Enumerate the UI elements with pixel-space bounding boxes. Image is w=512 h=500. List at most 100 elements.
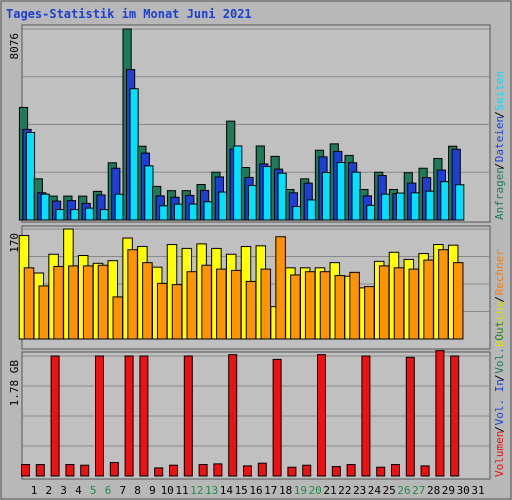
bar-vol-out-29 bbox=[435, 350, 445, 477]
legend-besuche: Besuche bbox=[493, 301, 506, 347]
bar-vol-out-21 bbox=[317, 354, 326, 477]
legend-separator: / bbox=[493, 426, 506, 433]
y-max-label-bottom: 1.78 GB bbox=[8, 360, 21, 407]
bar-seiten-7 bbox=[114, 193, 124, 221]
x-tick-label-11: 11 bbox=[175, 484, 188, 497]
legend-vol-out: Vol. Out bbox=[493, 321, 506, 374]
bar-rechner-28 bbox=[423, 259, 434, 340]
x-tick-label-18: 18 bbox=[279, 484, 292, 497]
bar-vol-out-2 bbox=[35, 464, 45, 477]
bar-seiten-8 bbox=[129, 88, 139, 221]
x-tick-label-15: 15 bbox=[235, 484, 248, 497]
x-tick-label-1: 1 bbox=[31, 484, 38, 497]
bar-vol-out-27 bbox=[405, 356, 415, 477]
bar-seiten-10 bbox=[159, 205, 169, 221]
x-tick-label-17: 17 bbox=[264, 484, 277, 497]
y-max-label-top: 8076 bbox=[8, 33, 21, 60]
x-tick-label-7: 7 bbox=[119, 484, 126, 497]
bar-rechner-16 bbox=[245, 280, 257, 340]
bar-rechner-6 bbox=[97, 264, 109, 340]
legend-rechner: Rechner bbox=[493, 249, 506, 296]
x-tick-label-30: 30 bbox=[457, 484, 470, 497]
bar-vol-out-18 bbox=[272, 358, 282, 477]
x-tick-label-23: 23 bbox=[353, 484, 366, 497]
bar-seiten-15 bbox=[233, 145, 243, 221]
bar-rechner-5 bbox=[82, 265, 94, 340]
bar-seiten-30 bbox=[455, 184, 465, 221]
x-tick-label-20: 20 bbox=[309, 484, 322, 497]
y-max-label-middle: 170 bbox=[8, 233, 21, 253]
bar-rechner-25 bbox=[378, 265, 390, 340]
x-tick-label-27: 27 bbox=[412, 484, 425, 497]
bar-rechner-20 bbox=[304, 271, 316, 340]
x-tick-label-14: 14 bbox=[220, 484, 234, 497]
x-tick-label-4: 4 bbox=[75, 484, 82, 497]
x-tick-label-28: 28 bbox=[427, 484, 440, 497]
bar-vol-out-1 bbox=[21, 464, 30, 477]
bar-seiten-5 bbox=[85, 207, 95, 221]
bar-rechner-1 bbox=[23, 267, 35, 340]
bar-rechner-15 bbox=[230, 269, 242, 340]
bar-seiten-13 bbox=[203, 201, 213, 221]
bar-vol-out-20 bbox=[302, 464, 312, 477]
bar-seiten-22 bbox=[336, 162, 346, 221]
bar-vol-out-26 bbox=[391, 464, 400, 477]
x-tick-label-8: 8 bbox=[134, 484, 141, 497]
x-tick-label-19: 19 bbox=[294, 484, 307, 497]
bar-rechner-30 bbox=[452, 262, 464, 340]
bar-rechner-26 bbox=[393, 267, 405, 340]
bar-seiten-4 bbox=[70, 209, 80, 221]
bar-rechner-2 bbox=[38, 285, 50, 340]
bar-seiten-11 bbox=[173, 203, 184, 221]
bar-vol-out-22 bbox=[331, 466, 341, 477]
bar-seiten-27 bbox=[410, 192, 420, 221]
x-tick-label-9: 9 bbox=[149, 484, 156, 497]
bar-vol-out-15 bbox=[228, 354, 238, 477]
legend-volumen: Volumen bbox=[493, 431, 506, 477]
x-tick-label-25: 25 bbox=[383, 484, 396, 497]
bar-vol-out-8 bbox=[124, 355, 134, 477]
x-tick-label-24: 24 bbox=[368, 484, 382, 497]
bar-seiten-25 bbox=[381, 193, 391, 221]
bar-vol-out-17 bbox=[257, 462, 267, 477]
bar-vol-out-28 bbox=[420, 465, 430, 477]
bar-vol-out-4 bbox=[65, 464, 75, 477]
x-tick-label-31: 31 bbox=[471, 484, 484, 497]
bar-seiten-6 bbox=[99, 209, 110, 221]
bar-rechner-24 bbox=[364, 286, 375, 340]
bar-rechner-29 bbox=[438, 249, 449, 340]
bar-seiten-2 bbox=[40, 193, 50, 221]
chart-title: Tages-Statistik im Monat Juni 2021 bbox=[6, 7, 252, 21]
x-tick-label-6: 6 bbox=[105, 484, 112, 497]
bar-vol-out-9 bbox=[139, 355, 149, 477]
bar-seiten-28 bbox=[425, 190, 435, 221]
legend-separator: / bbox=[493, 374, 506, 381]
bar-vol-out-14 bbox=[213, 463, 223, 477]
bar-seiten-16 bbox=[247, 184, 258, 221]
bar-vol-out-13 bbox=[198, 464, 208, 477]
x-tick-label-3: 3 bbox=[60, 484, 67, 497]
bar-rechner-23 bbox=[349, 271, 360, 340]
legend-separator: / bbox=[493, 296, 506, 303]
x-tick-label-13: 13 bbox=[205, 484, 218, 497]
x-tick-label-22: 22 bbox=[338, 484, 351, 497]
bar-seiten-20 bbox=[307, 199, 317, 221]
legend-separator: / bbox=[493, 111, 506, 118]
bar-rechner-13 bbox=[201, 264, 212, 340]
bar-seiten-29 bbox=[440, 181, 450, 221]
bar-vol-out-11 bbox=[169, 464, 178, 477]
bar-rechner-27 bbox=[408, 268, 420, 340]
bar-seiten-18 bbox=[277, 172, 287, 221]
bar-seiten-9 bbox=[144, 165, 154, 221]
bar-seiten-19 bbox=[292, 206, 302, 221]
bar-rechner-14 bbox=[216, 268, 227, 340]
legend-separator: / bbox=[493, 163, 506, 170]
bar-vol-out-10 bbox=[154, 467, 164, 477]
x-tick-label-2: 2 bbox=[45, 484, 52, 497]
bar-seiten-21 bbox=[321, 171, 332, 221]
bar-rechner-11 bbox=[171, 284, 183, 340]
bar-seiten-17 bbox=[262, 166, 272, 221]
bar-vol-out-24 bbox=[361, 355, 371, 477]
bar-rechner-8 bbox=[127, 249, 138, 340]
